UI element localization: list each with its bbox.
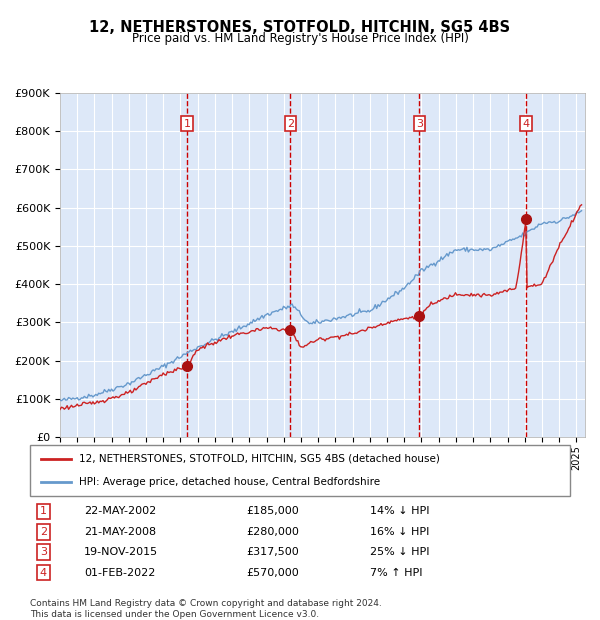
Text: Contains HM Land Registry data © Crown copyright and database right 2024.: Contains HM Land Registry data © Crown c… <box>30 599 382 608</box>
Text: 12, NETHERSTONES, STOTFOLD, HITCHIN, SG5 4BS: 12, NETHERSTONES, STOTFOLD, HITCHIN, SG5… <box>89 20 511 35</box>
Text: 21-MAY-2008: 21-MAY-2008 <box>84 527 156 537</box>
Text: £280,000: £280,000 <box>246 527 299 537</box>
Text: This data is licensed under the Open Government Licence v3.0.: This data is licensed under the Open Gov… <box>30 610 319 619</box>
Text: Price paid vs. HM Land Registry's House Price Index (HPI): Price paid vs. HM Land Registry's House … <box>131 32 469 45</box>
Text: £185,000: £185,000 <box>246 507 299 516</box>
Text: 4: 4 <box>523 118 530 128</box>
Text: 22-MAY-2002: 22-MAY-2002 <box>84 507 156 516</box>
Text: 1: 1 <box>184 118 191 128</box>
Text: 12, NETHERSTONES, STOTFOLD, HITCHIN, SG5 4BS (detached house): 12, NETHERSTONES, STOTFOLD, HITCHIN, SG5… <box>79 454 439 464</box>
Text: £317,500: £317,500 <box>246 547 299 557</box>
FancyBboxPatch shape <box>30 445 570 496</box>
Text: 19-NOV-2015: 19-NOV-2015 <box>84 547 158 557</box>
Text: 3: 3 <box>416 118 423 128</box>
Text: 01-FEB-2022: 01-FEB-2022 <box>84 567 155 578</box>
Text: 7% ↑ HPI: 7% ↑ HPI <box>370 567 422 578</box>
Text: 3: 3 <box>40 547 47 557</box>
Text: 25% ↓ HPI: 25% ↓ HPI <box>370 547 430 557</box>
Text: 2: 2 <box>287 118 294 128</box>
Text: HPI: Average price, detached house, Central Bedfordshire: HPI: Average price, detached house, Cent… <box>79 477 380 487</box>
Text: 2: 2 <box>40 527 47 537</box>
Text: 16% ↓ HPI: 16% ↓ HPI <box>370 527 430 537</box>
Text: £570,000: £570,000 <box>246 567 299 578</box>
Text: 14% ↓ HPI: 14% ↓ HPI <box>370 507 430 516</box>
Text: 4: 4 <box>40 567 47 578</box>
Text: 1: 1 <box>40 507 47 516</box>
